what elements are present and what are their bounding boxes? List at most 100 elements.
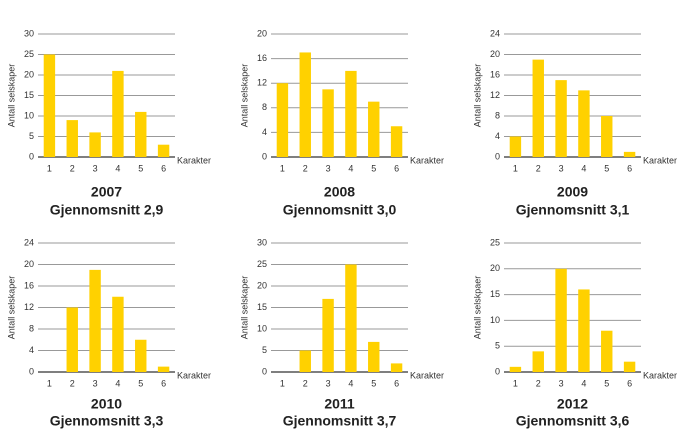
bar xyxy=(322,298,334,372)
bar xyxy=(601,330,613,372)
y-tick-label: 15 xyxy=(257,302,267,312)
x-tick-label: 1 xyxy=(513,163,518,173)
x-tick-label: 6 xyxy=(394,163,399,173)
chart-title: 2009 xyxy=(557,184,588,200)
x-tick-label: 4 xyxy=(348,163,353,173)
bar xyxy=(578,289,590,372)
bar xyxy=(276,83,289,157)
x-tick-label: 6 xyxy=(627,378,632,388)
y-tick-label: 20 xyxy=(490,49,500,59)
bar xyxy=(89,269,101,372)
y-tick-label: 8 xyxy=(495,110,500,120)
bar xyxy=(135,339,147,372)
x-tick-label: 4 xyxy=(115,163,120,173)
bar xyxy=(299,52,311,158)
x-tick-label: 1 xyxy=(47,378,52,388)
chart-title: 2007 xyxy=(91,184,122,200)
y-tick-label: 16 xyxy=(257,53,267,63)
x-axis-label: Karakter xyxy=(177,155,211,165)
x-axis-label: Karakter xyxy=(177,370,211,380)
x-axis-label: Karakter xyxy=(410,370,444,380)
x-tick-label: 1 xyxy=(280,163,285,173)
x-tick-label: 1 xyxy=(280,378,285,388)
bar xyxy=(532,351,544,372)
y-tick-label: 25 xyxy=(24,49,34,59)
bar xyxy=(135,111,147,157)
y-axis-label: Antall selskaper xyxy=(239,276,249,340)
bar xyxy=(112,70,124,157)
y-tick-label: 0 xyxy=(495,151,500,161)
x-tick-label: 2 xyxy=(303,163,308,173)
bar xyxy=(368,341,380,372)
y-tick-label: 4 xyxy=(29,345,34,355)
y-tick-label: 25 xyxy=(257,259,267,269)
y-axis-label: Antall selskaper xyxy=(6,276,16,340)
y-tick-label: 0 xyxy=(262,366,267,376)
bar xyxy=(623,151,636,157)
y-tick-label: 24 xyxy=(490,28,500,38)
y-tick-label: 5 xyxy=(29,131,34,141)
y-tick-label: 5 xyxy=(262,345,267,355)
x-tick-label: 5 xyxy=(138,378,143,388)
y-axis-label: Antall selskaper xyxy=(6,64,16,128)
x-tick-label: 3 xyxy=(326,378,331,388)
y-tick-label: 25 xyxy=(490,237,500,247)
y-tick-label: 8 xyxy=(29,323,34,333)
y-tick-label: 20 xyxy=(257,280,267,290)
x-tick-label: 1 xyxy=(513,378,518,388)
bar xyxy=(555,268,567,372)
x-tick-label: 5 xyxy=(604,378,609,388)
x-tick-label: 3 xyxy=(93,378,98,388)
bar xyxy=(578,90,590,157)
chart-title: 2011 xyxy=(324,396,355,412)
bar xyxy=(532,59,544,157)
bar xyxy=(555,80,567,157)
chart-subtitle: Gjennomsnitt 3,6 xyxy=(516,413,630,429)
y-tick-label: 15 xyxy=(24,90,34,100)
y-axis-label: Antall selskaper xyxy=(472,64,482,128)
bar xyxy=(390,363,403,372)
y-tick-label: 20 xyxy=(257,28,267,38)
x-tick-label: 5 xyxy=(138,163,143,173)
x-tick-label: 4 xyxy=(581,163,586,173)
bar xyxy=(345,70,357,157)
x-tick-label: 3 xyxy=(559,378,564,388)
x-tick-label: 2 xyxy=(536,163,541,173)
y-tick-label: 20 xyxy=(24,69,34,79)
x-axis-label: Karakter xyxy=(410,155,444,165)
x-tick-label: 6 xyxy=(627,163,632,173)
y-tick-label: 0 xyxy=(495,366,500,376)
chart-subtitle: Gjennomsnitt 3,3 xyxy=(50,413,164,429)
y-tick-label: 8 xyxy=(262,102,267,112)
x-tick-label: 5 xyxy=(371,163,376,173)
y-tick-label: 12 xyxy=(490,90,500,100)
y-tick-label: 16 xyxy=(490,69,500,79)
bar xyxy=(509,136,522,157)
y-tick-label: 30 xyxy=(257,237,267,247)
y-tick-label: 4 xyxy=(262,127,267,137)
y-tick-label: 16 xyxy=(24,280,34,290)
y-tick-label: 24 xyxy=(24,237,34,247)
y-axis-label: Antall selskpaer xyxy=(472,276,482,340)
chart-title: 2012 xyxy=(557,396,588,412)
y-tick-label: 12 xyxy=(257,78,267,88)
y-tick-label: 15 xyxy=(490,289,500,299)
bar xyxy=(43,54,56,157)
y-tick-label: 20 xyxy=(24,259,34,269)
x-tick-label: 1 xyxy=(47,163,52,173)
chart-subtitle: Gjennomsnitt 3,1 xyxy=(516,202,630,218)
bar xyxy=(66,307,78,372)
x-tick-label: 2 xyxy=(70,163,75,173)
x-tick-label: 6 xyxy=(161,378,166,388)
x-axis-label: Karakter xyxy=(643,155,677,165)
x-tick-label: 2 xyxy=(536,378,541,388)
bar xyxy=(623,361,636,372)
bar xyxy=(601,116,613,157)
bar xyxy=(390,126,403,157)
bar xyxy=(299,350,311,372)
y-tick-label: 30 xyxy=(24,28,34,38)
x-tick-label: 5 xyxy=(371,378,376,388)
bar xyxy=(66,120,78,157)
y-tick-label: 10 xyxy=(490,315,500,325)
